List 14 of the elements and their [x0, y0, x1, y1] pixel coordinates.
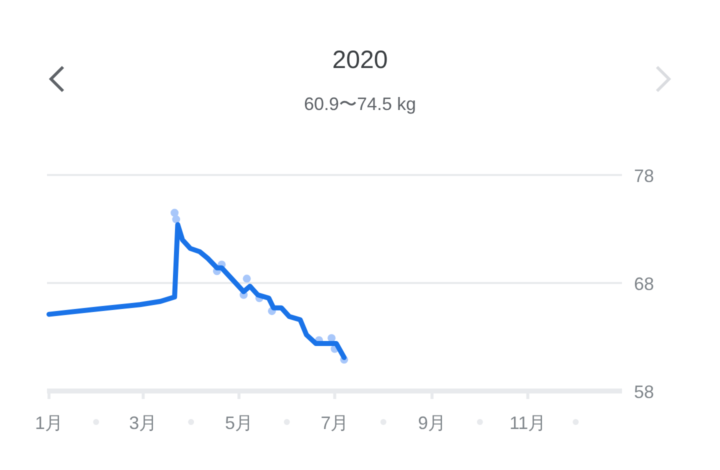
x-tick-label: 9月	[418, 413, 446, 433]
chart-subtitle: 60.9〜74.5 kg	[304, 94, 416, 114]
y-tick-label: 78	[634, 166, 654, 186]
point	[242, 274, 251, 283]
point	[170, 208, 179, 217]
y-tick-label: 58	[634, 382, 654, 402]
x-tick-label: 11月	[509, 413, 546, 433]
x-tick-label: 7月	[320, 413, 349, 433]
point	[172, 215, 180, 224]
x-tick-label: 1月	[34, 413, 64, 433]
chart-title: 2020	[332, 46, 388, 74]
x-tick-label: 3月	[129, 413, 158, 433]
x-tick-label: 5月	[224, 413, 253, 433]
y-tick-label: 68	[634, 274, 654, 294]
